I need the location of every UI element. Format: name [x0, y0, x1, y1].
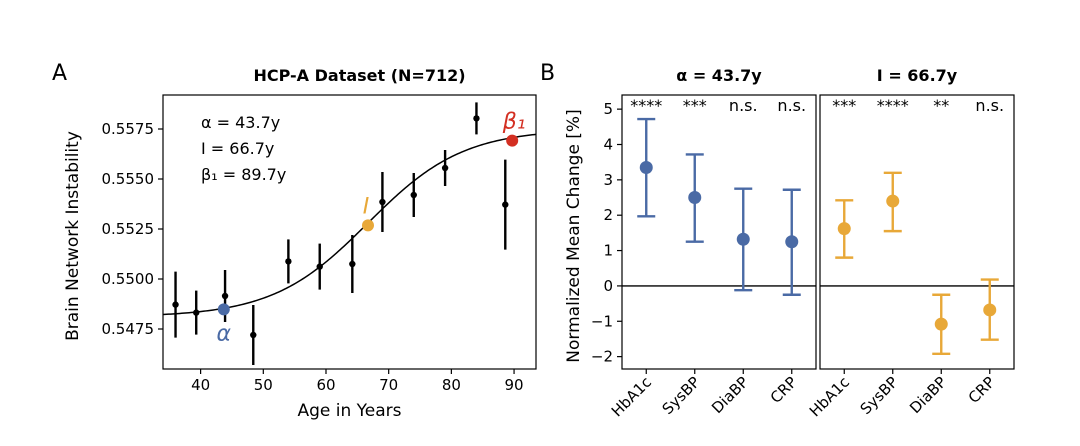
ytick-label-b-0: 0	[603, 277, 613, 295]
annotation-a-1: I = 66.7y	[201, 139, 274, 158]
data-point-inflection-3	[983, 303, 997, 317]
ytick-label-a-4: 0.5575	[102, 120, 155, 138]
significance-inflection-1: ****	[877, 96, 909, 115]
data-point-a-9	[441, 164, 449, 172]
xtick-label-alpha-1: SysBP	[659, 373, 704, 418]
ytick-label-b--1: −1	[591, 312, 613, 330]
data-point-alpha-0	[639, 160, 653, 174]
subplot-title-alpha: α = 43.7y	[676, 66, 762, 85]
axes-frame-alpha	[621, 94, 817, 370]
significance-alpha-2: n.s.	[729, 96, 758, 115]
ytick-label-b-3: 3	[603, 171, 613, 189]
ytick-label-a-0: 0.5475	[102, 320, 155, 338]
ytick-label-b-5: 5	[603, 100, 613, 118]
ytick-label-b-4: 4	[603, 135, 613, 153]
data-point-a-6	[349, 260, 356, 268]
ytick-label-b--2: −2	[591, 348, 613, 366]
data-point-inflection-1	[886, 194, 900, 208]
axes-frame-inflection	[819, 94, 1015, 370]
xtick-label-a-50: 50	[254, 376, 273, 394]
data-point-a-11	[502, 201, 509, 208]
panel-label-b: B	[540, 61, 555, 86]
data-point-alpha-2	[736, 232, 750, 246]
xtick-label-a-60: 60	[316, 376, 335, 394]
marker-alpha	[217, 303, 230, 316]
significance-inflection-2: **	[933, 96, 949, 115]
ytick-label-a-1: 0.5500	[102, 270, 155, 288]
xtick-label-a-40: 40	[191, 376, 210, 394]
xtick-label-alpha-0: HbA1c	[608, 373, 655, 420]
marker-label-inflection: I	[363, 194, 370, 219]
data-point-a-10	[473, 115, 480, 122]
significance-inflection-0: ***	[832, 96, 856, 115]
data-point-inflection-0	[837, 222, 851, 236]
chart-title-a: HCP-A Dataset (N=712)	[253, 66, 465, 85]
significance-alpha-1: ***	[683, 96, 707, 115]
xtick-label-inflection-2: DiaBP	[906, 373, 950, 417]
marker-label-alpha: α	[217, 321, 232, 346]
fit-curve	[162, 133, 537, 316]
data-point-a-7	[379, 198, 386, 206]
marker-beta	[506, 134, 519, 147]
data-point-a-3	[250, 331, 257, 339]
panel-label-a: A	[52, 61, 67, 86]
xtick-label-inflection-3: CRP	[965, 373, 999, 407]
ytick-label-a-3: 0.5550	[102, 170, 155, 188]
xtick-label-a-90: 90	[505, 376, 524, 394]
marker-inflection	[361, 219, 374, 232]
significance-alpha-3: n.s.	[777, 96, 806, 115]
subplot-title-inflection: I = 66.7y	[877, 66, 958, 85]
significance-alpha-0: ****	[630, 96, 662, 115]
data-point-a-4	[285, 258, 292, 265]
data-point-a-8	[410, 191, 417, 199]
data-point-a-0	[172, 301, 179, 308]
data-point-inflection-2	[934, 317, 948, 331]
ytick-label-b-2: 2	[603, 206, 613, 224]
data-point-a-2	[221, 292, 229, 300]
ytick-label-a-2: 0.5525	[102, 220, 155, 238]
data-point-a-5	[316, 263, 323, 270]
xtick-label-inflection-0: HbA1c	[806, 373, 853, 420]
xtick-label-a-80: 80	[442, 376, 461, 394]
data-point-a-1	[193, 309, 200, 316]
axes-frame-a	[162, 94, 537, 370]
xtick-label-alpha-2: DiaBP	[708, 373, 752, 417]
data-point-alpha-1	[688, 191, 702, 205]
ylabel-b: Normalized Mean Change [%]	[564, 109, 584, 362]
annotation-a-0: α = 43.7y	[201, 113, 280, 132]
xtick-label-alpha-3: CRP	[767, 373, 801, 407]
xtick-label-a-70: 70	[379, 376, 398, 394]
marker-label-beta: β₁	[502, 110, 526, 135]
xlabel-a: Age in Years	[297, 401, 401, 421]
ytick-label-b-1: 1	[603, 242, 613, 260]
xtick-label-inflection-1: SysBP	[857, 373, 902, 418]
annotation-a-2: β₁ = 89.7y	[201, 165, 286, 184]
data-point-alpha-3	[785, 235, 799, 249]
ylabel-a: Brain Network Instability	[63, 131, 83, 341]
significance-inflection-3: n.s.	[975, 96, 1004, 115]
